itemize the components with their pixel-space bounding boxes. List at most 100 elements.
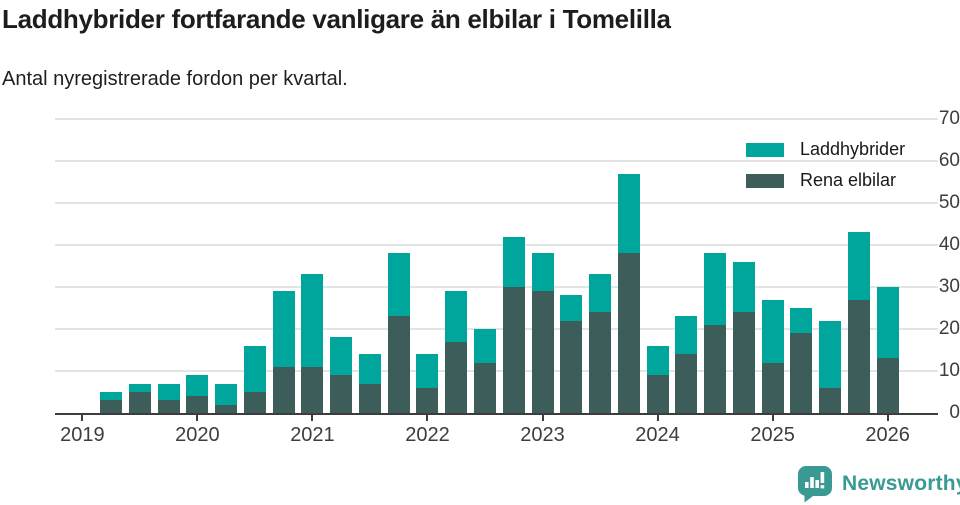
segment-laddhybrider	[445, 291, 468, 342]
segment-laddhybrider	[128, 383, 151, 392]
bar-2019-q2	[100, 392, 123, 413]
x-tick-2023	[541, 415, 544, 421]
newsworthy-logo-icon	[798, 466, 832, 503]
bar-2023-q4	[617, 173, 640, 413]
segment-laddhybrider	[215, 383, 238, 405]
segment-rena-elbilar	[675, 354, 698, 413]
segment-rena-elbilar	[847, 299, 870, 413]
legend-item-rena-elbilar: Rena elbilar	[746, 170, 905, 191]
segment-laddhybrider	[474, 329, 496, 363]
gridline-70	[55, 118, 938, 120]
bar-2022-q3	[474, 329, 496, 413]
bars-layer	[68, 119, 902, 413]
bar-2020-q2	[215, 383, 238, 413]
chart-title: Laddhybrider fortfarande vanligare än el…	[2, 4, 671, 34]
segment-rena-elbilar	[100, 400, 123, 413]
x-tick-2024	[656, 415, 659, 421]
segment-rena-elbilar	[186, 396, 209, 413]
segment-laddhybrider	[589, 274, 612, 313]
segment-rena-elbilar	[646, 375, 669, 413]
segment-rena-elbilar	[387, 316, 410, 413]
segment-rena-elbilar	[761, 362, 784, 413]
segment-rena-elbilar	[474, 362, 496, 413]
bar-2021-q1	[301, 274, 324, 413]
chart-subtitle: Antal nyregistrerade fordon per kvartal.	[2, 68, 348, 90]
bar-2025-q3	[819, 320, 842, 413]
x-tick-label-2019: 2019	[60, 424, 105, 446]
segment-laddhybrider	[100, 392, 123, 401]
bar-2025-q4	[847, 232, 870, 413]
x-tick-2019	[81, 415, 84, 421]
y-tick-label-50: 50	[938, 192, 960, 213]
segment-laddhybrider	[387, 253, 410, 317]
bar-2021-q2	[330, 337, 353, 413]
bar-2023-q1	[531, 253, 554, 413]
segment-rena-elbilar	[128, 392, 151, 413]
bar-2021-q4	[387, 253, 410, 413]
segment-rena-elbilar	[502, 287, 525, 413]
bar-2020-q4	[272, 291, 295, 413]
segment-rena-elbilar	[157, 400, 180, 413]
segment-rena-elbilar	[445, 341, 468, 413]
gridline-30	[55, 286, 938, 288]
bar-2023-q3	[589, 274, 612, 413]
y-tick-label-60: 60	[938, 150, 960, 171]
segment-rena-elbilar	[358, 383, 381, 413]
bar-2022-q2	[445, 291, 468, 413]
legend-label: Laddhybrider	[800, 139, 906, 159]
segment-laddhybrider	[358, 354, 381, 384]
x-tick-2022	[426, 415, 429, 421]
x-tick-label-2020: 2020	[175, 424, 220, 446]
bar-2022-q1	[416, 354, 439, 413]
segment-rena-elbilar	[704, 324, 727, 413]
segment-laddhybrider	[847, 232, 870, 300]
segment-rena-elbilar	[732, 312, 755, 413]
y-tick-label-30: 30	[938, 276, 960, 297]
segment-rena-elbilar	[330, 375, 353, 413]
segment-laddhybrider	[732, 261, 755, 313]
gridline-60	[55, 160, 938, 162]
segment-rena-elbilar	[272, 366, 295, 413]
segment-laddhybrider	[761, 299, 784, 363]
segment-laddhybrider	[243, 345, 266, 392]
segment-laddhybrider	[876, 287, 899, 359]
x-tick-label-2021: 2021	[290, 424, 335, 446]
segment-laddhybrider	[186, 375, 209, 397]
laddhybrider-swatch-icon	[746, 142, 784, 157]
segment-laddhybrider	[646, 345, 669, 376]
legend-item-laddhybrider: Laddhybrider	[746, 139, 905, 160]
bar-2024-q3	[704, 253, 727, 413]
legend: Laddhybrider Rena elbilar	[746, 139, 905, 201]
bar-2025-q2	[790, 308, 813, 413]
x-tick-2021	[311, 415, 314, 421]
x-tick-2026	[886, 415, 889, 421]
y-tick-label-20: 20	[938, 318, 960, 339]
bar-2024-q2	[675, 316, 698, 413]
segment-rena-elbilar	[215, 404, 238, 413]
segment-rena-elbilar	[416, 387, 439, 413]
x-tick-label-2022: 2022	[405, 424, 450, 446]
segment-laddhybrider	[704, 253, 727, 325]
segment-rena-elbilar	[617, 253, 640, 413]
bar-2023-q2	[560, 295, 583, 413]
segment-laddhybrider	[416, 354, 439, 388]
x-tick-label-2025: 2025	[750, 424, 795, 446]
y-tick-label-70: 70	[938, 108, 960, 129]
segment-laddhybrider	[560, 295, 583, 321]
segment-rena-elbilar	[243, 392, 266, 413]
bar-2022-q4	[502, 236, 525, 413]
y-tick-label-0: 0	[949, 402, 960, 423]
segment-laddhybrider	[330, 337, 353, 376]
x-tick-label-2026: 2026	[865, 424, 910, 446]
bar-2024-q4	[732, 261, 755, 413]
segment-laddhybrider	[272, 291, 295, 367]
segment-rena-elbilar	[589, 312, 612, 413]
segment-laddhybrider	[617, 173, 640, 254]
brand-name: Newsworthy	[842, 472, 960, 495]
y-tick-label-10: 10	[938, 360, 960, 381]
y-tick-label-40: 40	[938, 234, 960, 255]
gridline-40	[55, 244, 938, 246]
x-tick-2020	[196, 415, 199, 421]
segment-laddhybrider	[819, 320, 842, 388]
